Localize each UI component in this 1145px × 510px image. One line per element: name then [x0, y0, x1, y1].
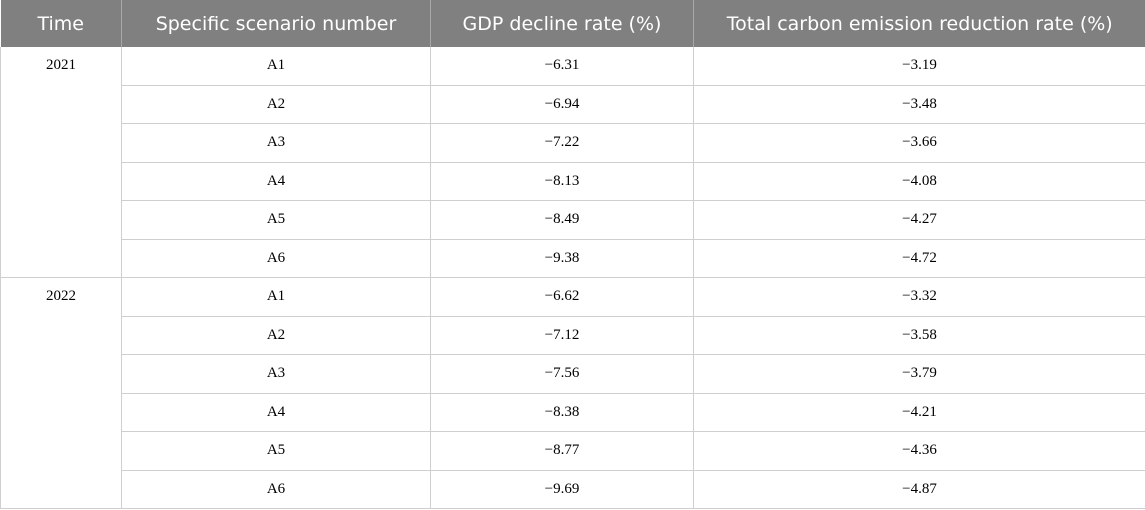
header-time: Time: [0, 0, 122, 47]
gdp-cell: −8.38: [430, 393, 694, 432]
scenario-cell: A4: [121, 162, 431, 201]
time-cell: 2022: [0, 277, 122, 509]
carbon-cell: −4.27: [693, 200, 1145, 240]
scenario-cell: A3: [121, 123, 431, 163]
table-row: A4 −8.13 −4.08: [1, 162, 1145, 201]
table-row: A3 −7.22 −3.66: [1, 123, 1145, 163]
gdp-cell: −6.94: [430, 85, 694, 124]
table-row: 2022 A1 −6.62 −3.32: [0, 277, 1145, 509]
header-carbon: Total carbon emission reduction rate (%): [693, 0, 1145, 47]
header-row: Time Specific scenario number GDP declin…: [0, 0, 1145, 47]
table-row: A5 −8.49 −4.27: [1, 200, 1145, 240]
scenario-cell: A5: [121, 431, 431, 471]
header-gdp: GDP decline rate (%): [430, 0, 694, 47]
gdp-cell: −6.31: [430, 47, 694, 86]
gdp-cell: −9.69: [430, 470, 694, 509]
table-row: A6 −9.38 −4.72: [1, 239, 1145, 278]
header-scenario: Specific scenario number: [121, 0, 431, 47]
gdp-cell: −7.56: [430, 354, 694, 394]
gdp-cell: −7.12: [430, 316, 694, 355]
gdp-cell: −8.49: [430, 200, 694, 240]
table-row: 2021 A1 −6.31 −3.19: [0, 47, 1145, 278]
table-header: Time Specific scenario number GDP declin…: [0, 0, 1145, 47]
scenario-cell: A4: [121, 393, 431, 432]
table-row: A2 −7.12 −3.58: [1, 316, 1145, 355]
table-row: A3 −7.56 −3.79: [1, 354, 1145, 394]
carbon-cell: −3.19: [693, 47, 1145, 86]
carbon-cell: −4.87: [693, 470, 1145, 509]
scenario-cell: A1: [121, 277, 431, 317]
gdp-cell: −9.38: [430, 239, 694, 278]
carbon-cell: −3.58: [693, 316, 1145, 355]
scenario-cell: A6: [121, 470, 431, 509]
scenario-cell: A2: [121, 316, 431, 355]
carbon-cell: −3.79: [693, 354, 1145, 394]
table-row: A2 −6.94 −3.48: [1, 85, 1145, 124]
carbon-cell: −3.66: [693, 123, 1145, 163]
gdp-cell: −7.22: [430, 123, 694, 163]
scenario-cell: A6: [121, 239, 431, 278]
carbon-cell: −4.72: [693, 239, 1145, 278]
scenario-cell: A5: [121, 200, 431, 240]
gdp-cell: −6.62: [430, 277, 694, 317]
table-row: A4 −8.38 −4.21: [1, 393, 1145, 432]
gdp-cell: −8.13: [430, 162, 694, 201]
carbon-cell: −4.36: [693, 431, 1145, 471]
scenario-cell: A1: [121, 47, 431, 86]
gdp-cell: −8.77: [430, 431, 694, 471]
table-row: A6 −9.69 −4.87: [1, 470, 1145, 509]
scenario-cell: A3: [121, 354, 431, 394]
scenario-cell: A2: [121, 85, 431, 124]
carbon-cell: −3.48: [693, 85, 1145, 124]
carbon-cell: −3.32: [693, 277, 1145, 317]
table-row: A5 −8.77 −4.36: [1, 431, 1145, 471]
time-cell: 2021: [0, 47, 122, 278]
carbon-cell: −4.21: [693, 393, 1145, 432]
table-body: 2021 A1 −6.31 −3.19 A2 −6.94 −3.48 A3 −7.22 −3.66…: [0, 47, 1145, 509]
carbon-cell: −4.08: [693, 162, 1145, 201]
